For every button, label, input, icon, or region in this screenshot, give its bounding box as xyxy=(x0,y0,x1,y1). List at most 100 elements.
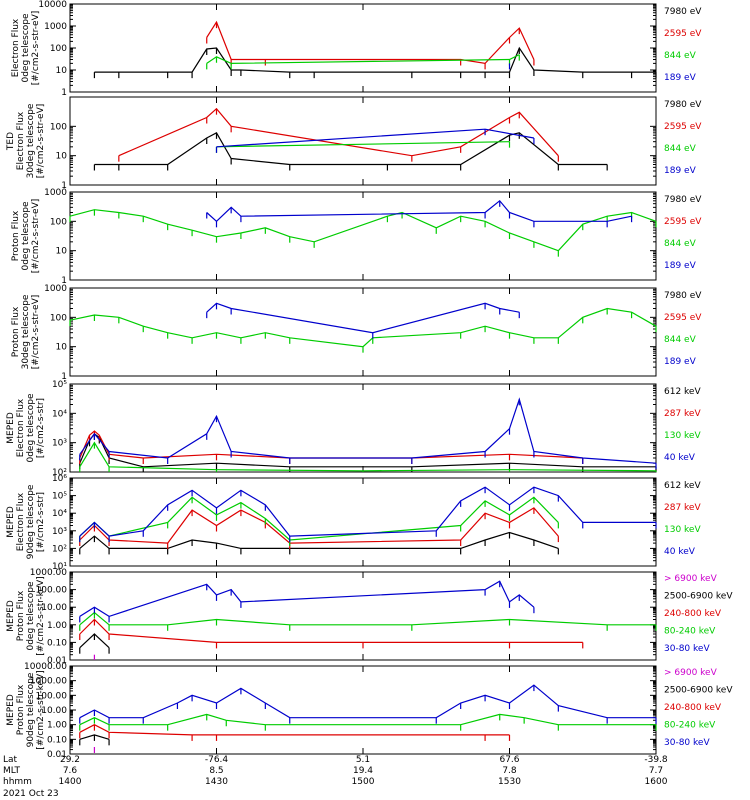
x-tick-label-lat: 29.2 xyxy=(60,755,80,765)
y-tick-label: 0.10 xyxy=(47,638,67,648)
y-tick-label: 1000 xyxy=(44,284,67,294)
x-tick-label-hhmm: 1530 xyxy=(498,777,521,787)
y-tick-label: 10³ xyxy=(52,527,67,537)
legend-entry: 7980 eV xyxy=(664,7,702,17)
legend-entry: 130 keV xyxy=(664,525,701,535)
y-tick-label: 10000 xyxy=(38,0,67,10)
y-tick-label: 10¹ xyxy=(52,562,67,572)
series-line xyxy=(69,307,657,348)
plot-frame xyxy=(69,96,657,186)
legend-entry: 240-800 keV xyxy=(664,609,722,619)
y-tick-label: 1000.00 xyxy=(30,568,67,578)
y-axis-label: 90deg telescope xyxy=(26,672,36,747)
legend-entry: 189 eV xyxy=(664,357,697,367)
legend-entry: 189 eV xyxy=(664,166,697,176)
series-line xyxy=(79,507,559,544)
y-axis-label: MEPED xyxy=(6,694,16,726)
y-tick-label: 10⁴ xyxy=(52,509,67,519)
legend-entry: 240-800 keV xyxy=(664,703,722,713)
legend-entry: 7980 eV xyxy=(664,291,702,301)
y-axis-label: 0deg telescope xyxy=(26,393,36,463)
legend-entry: 2595 eV xyxy=(664,122,702,132)
legend-entry: 40 keV xyxy=(664,547,696,557)
y-axis-label: Electron Flux xyxy=(16,111,26,170)
y-axis-label: Proton Flux xyxy=(16,684,26,735)
y-tick-label: 100 xyxy=(50,44,67,54)
y-tick-label: 10² xyxy=(52,468,67,478)
series-line xyxy=(79,684,656,719)
series-line xyxy=(79,397,657,464)
y-tick-label: 10 xyxy=(56,66,68,76)
y-tick-label: 100 xyxy=(50,313,67,323)
series-line xyxy=(79,486,656,537)
y-tick-label: 1 xyxy=(61,181,67,191)
series-line xyxy=(206,199,632,223)
y-axis-label: MEPED xyxy=(6,412,16,444)
y-axis-label: 0deg telescope xyxy=(21,13,31,83)
y-tick-label: 10² xyxy=(52,544,67,554)
y-tick-label: 10 xyxy=(56,152,68,162)
y-axis-label: Proton Flux xyxy=(11,306,21,357)
x-tick-label-lat: 5.1 xyxy=(356,755,370,765)
y-axis-label: Proton Flux xyxy=(16,590,26,641)
x-row-label: hhmm xyxy=(3,777,32,787)
y-axis-label: 0deg telescope xyxy=(21,201,31,271)
series-line xyxy=(79,611,656,626)
panel-3: 1 10 100 1000 Proton Flux 0deg telescope [#/cm… xyxy=(11,188,702,286)
legend-entry: 287 keV xyxy=(664,409,701,419)
y-tick-label: 1 xyxy=(61,88,67,98)
y-tick-label: 10 xyxy=(56,343,68,353)
series-line xyxy=(206,20,535,65)
legend-entry: 30-80 keV xyxy=(664,738,710,748)
legend-entry: 80-240 keV xyxy=(664,627,716,637)
y-axis-label: [#/cm2-s-str-keV] xyxy=(36,576,46,655)
y-tick-label: 1 xyxy=(61,276,67,286)
y-tick-label: 100.00 xyxy=(36,691,68,701)
panel-7: 0.01 0.10 1.00 10.00 100.00 1000.00 MEPED Proto… xyxy=(6,568,733,666)
y-axis-label: Electron Flux xyxy=(11,18,21,77)
legend-entry: 2500-6900 keV xyxy=(664,592,733,602)
y-tick-label: 10⁵ xyxy=(52,380,67,390)
y-tick-label: 10⁴ xyxy=(52,409,67,419)
date-label: 2021 Oct 23 xyxy=(3,789,59,799)
x-row-label: MLT xyxy=(3,766,21,776)
series-line xyxy=(79,734,110,740)
y-axis-label: 90deg telescope xyxy=(26,484,36,559)
series-line xyxy=(216,141,510,148)
legend-entry: 2595 eV xyxy=(664,313,702,323)
y-axis-label: [#/cm2-s-str] xyxy=(36,492,46,552)
y-axis-label: [#/cm2-s-str-eV] xyxy=(31,199,41,274)
plot-frame xyxy=(69,665,657,755)
series-line xyxy=(69,209,657,252)
series-line xyxy=(79,496,559,541)
series-line xyxy=(79,580,535,618)
x-tick-label-lat: -39.8 xyxy=(644,755,668,765)
panel-5: 10² 10³ 10⁴ 10⁵ MEPED Electron Flux 0deg teles… xyxy=(6,380,701,478)
y-tick-label: 0.10 xyxy=(47,735,67,745)
y-tick-label: 10⁶ xyxy=(52,474,67,484)
legend-entry: 189 eV xyxy=(664,261,697,271)
y-tick-label: 1 xyxy=(61,372,67,382)
y-tick-label: 0.01 xyxy=(47,750,67,760)
panel-8: 0.01 0.10 1.00 10.00 100.00 1000.00 10000.00 ME… xyxy=(6,662,733,760)
y-tick-label: 100 xyxy=(50,122,67,132)
legend-entry: 2595 eV xyxy=(664,29,702,39)
x-row-label: Lat xyxy=(3,755,18,765)
x-tick-label-mlt: 7.8 xyxy=(502,766,517,776)
x-tick-label-lat: -76.4 xyxy=(205,755,229,765)
y-axis-label: MEPED xyxy=(6,506,16,538)
legend-entry: 30-80 keV xyxy=(664,644,710,654)
series-line xyxy=(79,633,110,649)
legend-entry: 2500-6900 keV xyxy=(664,686,733,696)
y-axis-label: [#/cm2-s-str-eV] xyxy=(31,11,41,86)
legend-entry: > 6900 keV xyxy=(664,668,718,678)
y-tick-label: 100.00 xyxy=(36,586,68,596)
series-line xyxy=(206,302,520,334)
y-tick-label: 10 xyxy=(56,247,68,257)
panel-2: 1 10 100 TED Electron Flux 30deg telescope [#/… xyxy=(6,96,702,191)
y-axis-label: Proton Flux xyxy=(11,210,21,261)
panel-6: 10¹ 10² 10³ 10⁴ 10⁵ 10⁶ MEPED Electron Flux 90de… xyxy=(6,474,701,572)
y-axis-label: [#/cm2-s-str-keV] xyxy=(36,670,46,749)
plot-frame xyxy=(69,3,657,93)
